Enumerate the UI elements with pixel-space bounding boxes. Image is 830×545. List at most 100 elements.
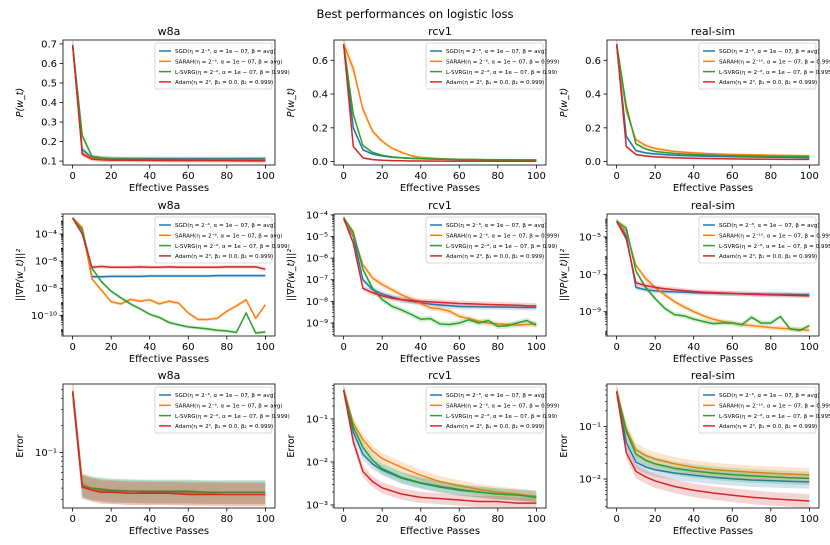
figure-suptitle: Best performances on logistic loss <box>316 7 513 21</box>
legend-entry-adam: Adam(η = 2⁰, β₁ = 0.0, β₂ = 0.999) <box>446 79 544 86</box>
x-tick-label: 80 <box>764 171 777 182</box>
series-line-sarah <box>342 217 537 326</box>
x-axis-label: Effective Passes <box>673 526 753 537</box>
subplot-title: w8a <box>158 25 181 38</box>
legend-entry-sgd: SGD(η = 2⁻⁸, α = 1e − 07, β = avg) <box>719 222 820 229</box>
legend: SGD(η = 2⁻⁸, α = 1e − 07, β = avg) SARAH(… <box>698 386 830 434</box>
legend-entry-adam: Adam(η = 2⁰, β₁ = 0.0, β₂ = 0.999) <box>446 423 544 430</box>
legend-entry-sgd: SGD(η = 2⁻⁸, α = 1e − 07, β = avg) <box>719 48 820 55</box>
axes-frame <box>333 213 547 337</box>
axes-frame <box>606 383 820 509</box>
subplot-title: real-sim <box>691 25 735 38</box>
series-line-sarah <box>342 389 537 497</box>
y-tick-label: 10⁻³ <box>306 500 328 511</box>
x-tick-label: 0 <box>340 514 346 525</box>
y-tick-label: 0.3 <box>41 118 57 129</box>
legend-entry-l-svrg: L-SVRG(η = 2⁻⁶, α = 1e − 07, β = 0.999) <box>175 243 290 250</box>
series-group <box>71 216 266 335</box>
legend: SGD(η = 2⁻⁸, α = 1e − 07, β = avg) SARAH(… <box>425 216 559 264</box>
x-tick-label: 0 <box>613 514 619 525</box>
x-tick-label: 0 <box>613 171 619 182</box>
y-tick-label: 10⁻⁸ <box>306 297 328 308</box>
series-line-sgd <box>615 391 810 483</box>
legend-entry-adam: Adam(η = 2⁰, β₁ = 0.0, β₂ = 0.999) <box>446 253 544 260</box>
y-tick-label: 10⁻⁹ <box>579 307 601 318</box>
x-tick-label: 100 <box>800 514 819 525</box>
subplot-title: rcv1 <box>428 199 452 212</box>
y-tick-label: 0.4 <box>585 90 601 101</box>
series-line-sgd <box>615 44 810 159</box>
legend-entry-sarah: SARAH(η = 2⁻¹⁰, α = 1e − 07, β = 0.999) <box>719 403 830 410</box>
legend-box <box>698 42 817 90</box>
x-tick-label: 60 <box>726 342 739 353</box>
series-group <box>615 218 810 333</box>
x-tick-label: 0 <box>69 342 75 353</box>
x-tick-label: 20 <box>105 342 118 353</box>
x-tick-label: 100 <box>527 171 546 182</box>
y-axis-label: Error <box>286 434 297 457</box>
legend-entry-l-svrg: L-SVRG(η = 2⁻⁸, α = 1e − 07, β = 0.995) <box>719 69 830 76</box>
legend-entry-sarah: SARAH(η = 2⁻⁶, α = 1e − 07, β = avg) <box>175 403 283 410</box>
legend-entry-sgd: SGD(η = 2⁻⁸, α = 1e − 07, β = avg) <box>446 48 547 55</box>
series-group <box>615 40 810 161</box>
x-tick-label: 0 <box>340 342 346 353</box>
y-tick-label: 0.0 <box>312 157 328 168</box>
series-line-l-svrg <box>616 220 810 332</box>
subplot-w8a-loss: w8a 0 20 40 60 80 100 Effective Passes 0.1 0.2 0.3… <box>15 25 290 194</box>
series-line-adam <box>71 217 266 271</box>
y-axis-label: ||∇P(w_t)||² <box>286 249 297 302</box>
y-axis-label: ||∇P(w_t)||² <box>559 249 570 302</box>
legend-entry-adam: Adam(η = 2⁰, β₁ = 0.0, β₂ = 0.999) <box>719 79 817 86</box>
x-tick-label: 60 <box>453 171 466 182</box>
subplot-realsim-grad: real-sim 0 20 40 60 80 100 Effective Passes 10⁻⁵… <box>559 199 830 365</box>
legend-entry-sarah: SARAH(η = 2⁻⁶, α = 1e − 07, β = avg) <box>175 233 283 240</box>
series-line-sarah <box>616 220 810 332</box>
series-line-sarah <box>72 217 266 321</box>
subplot-w8a-error: w8a 0 20 40 60 80 100 Effective Passes 10⁻¹ Error… <box>15 369 290 537</box>
legend-entry-l-svrg: L-SVRG(η = 2⁻⁸, α = 1e − 07, β = 0.995) <box>719 413 830 420</box>
legend: SGD(η = 2⁻⁸, α = 1e − 07, β = avg) SARAH(… <box>425 386 559 434</box>
x-tick-label: 20 <box>649 514 662 525</box>
x-tick-label: 80 <box>764 342 777 353</box>
y-tick-label: 0.6 <box>41 59 57 70</box>
x-tick-label: 40 <box>143 342 156 353</box>
x-tick-label: 20 <box>105 171 118 182</box>
x-tick-label: 40 <box>414 171 427 182</box>
legend-entry-sarah: SARAH(η = 2⁻¹⁰, α = 1e − 07, β = 0.999) <box>719 233 830 240</box>
x-tick-label: 20 <box>649 342 662 353</box>
legend-entry-l-svrg: L-SVRG(η = 2⁻⁸, α = 1e − 07, β = 0.99) <box>446 413 557 420</box>
legend-entry-sarah: SARAH(η = 2⁻⁶, α = 1e − 07, β = avg) <box>175 59 283 66</box>
x-tick-label: 40 <box>414 514 427 525</box>
legend-box <box>425 42 544 90</box>
y-tick-label: 0.6 <box>312 56 328 67</box>
x-tick-label: 60 <box>182 514 195 525</box>
x-tick-label: 0 <box>613 342 619 353</box>
legend-entry-l-svrg: L-SVRG(η = 2⁻⁸, α = 1e − 07, β = 0.995) <box>719 243 830 250</box>
series-line-adam <box>342 44 537 163</box>
series-line-adam <box>342 389 537 504</box>
confidence-band-sarah <box>616 384 810 482</box>
legend: SGD(η = 2⁻⁸, α = 1e − 07, β = avg) SARAH(… <box>698 216 830 264</box>
legend-entry-adam: Adam(η = 2⁰, β₁ = 0.0, β₂ = 0.999) <box>175 253 273 260</box>
series-line-l-svrg <box>71 391 266 493</box>
legend-box <box>154 42 273 90</box>
legend-entry-sarah: SARAH(η = 2⁻⁶, α = 1e − 07, β = 0.999) <box>446 233 559 240</box>
confidence-band-sgd <box>616 218 810 297</box>
legend-entry-adam: Adam(η = 2⁰, β₁ = 0.0, β₂ = 0.999) <box>719 423 817 430</box>
y-tick-label: 0.4 <box>312 90 328 101</box>
series-line-l-svrg <box>615 44 810 158</box>
x-tick-label: 0 <box>69 171 75 182</box>
legend: SGD(η = 2⁻⁶, α = 1e − 07, β = avg) SARAH(… <box>154 42 290 90</box>
series-group <box>71 40 266 163</box>
y-tick-label: 10⁻⁶ <box>35 257 57 268</box>
series-line-l-svrg <box>615 391 810 480</box>
y-tick-label: 10⁻⁷ <box>306 275 328 286</box>
x-tick-label: 0 <box>69 514 75 525</box>
x-tick-label: 80 <box>491 514 504 525</box>
legend-entry-adam: Adam(η = 2⁰, β₁ = 0.0, β₂ = 0.999) <box>719 253 817 260</box>
y-tick-label: 10⁻¹ <box>35 448 57 459</box>
subplot-title: rcv1 <box>428 25 452 38</box>
series-line-l-svrg <box>72 217 266 334</box>
legend-box <box>425 386 544 434</box>
legend-entry-sgd: SGD(η = 2⁻⁸, α = 1e − 07, β = avg) <box>719 392 820 399</box>
